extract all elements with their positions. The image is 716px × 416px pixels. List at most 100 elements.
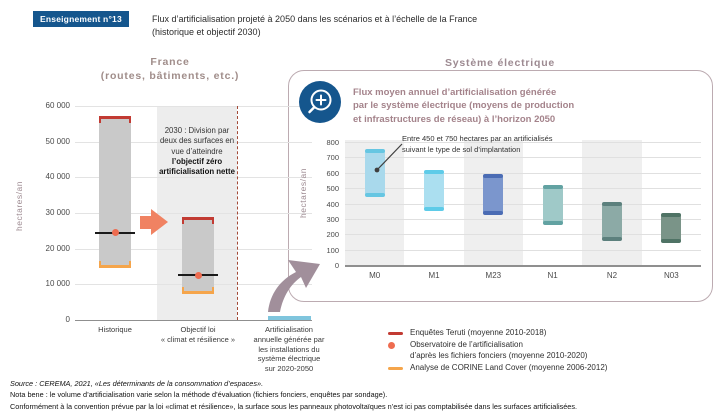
range-cap-bottom-N1	[542, 221, 563, 226]
zan-2030-note-normal: 2030 : Division par deux des surfaces en…	[159, 126, 235, 156]
range-bar-M23	[483, 175, 504, 215]
electric-panel-heading-line1: Flux moyen annuel d’artificialisation gé…	[353, 87, 557, 98]
annotation-pointer-line	[374, 143, 403, 173]
y-gridline-r	[345, 218, 701, 220]
y-gridline-r	[345, 142, 701, 143]
legend-item: Analyse de CORINE Land Cover (moyenne 20…	[388, 363, 710, 373]
y-tick-label-r: 700	[326, 153, 339, 163]
range-cap-bottom-M23	[483, 211, 504, 216]
y-tick-label: 50 000	[45, 136, 70, 146]
range-bar-M1	[424, 171, 444, 210]
range-cap-top-N2	[602, 201, 622, 206]
y-gridline-r	[345, 234, 701, 236]
x-category-label-r: N1	[547, 271, 558, 280]
range-bar-1	[182, 218, 214, 294]
figure-title: Flux d’artificialisation projeté à 2050 …	[152, 13, 652, 39]
france-title-line2: (routes, bâtiments, etc.)	[100, 70, 240, 83]
curved-arrow-icon	[268, 260, 320, 312]
legend-item: Observatoire de l’artificialisation d’ap…	[388, 340, 710, 361]
y-gridline	[75, 177, 312, 179]
y-gridline-r	[345, 172, 701, 174]
y-gridline	[75, 141, 312, 143]
zan-2030-note: 2030 : Division par deux des surfaces en…	[158, 126, 236, 177]
footer-notes: Source : CEREMA, 2021, «Les déterminants…	[10, 378, 712, 412]
y-tick-label-r: 800	[326, 138, 339, 147]
y-gridline-r	[345, 188, 701, 190]
range-cap-bottom-M0	[364, 192, 385, 197]
range-annotation: Entre 450 et 750 hectares par an artific…	[402, 134, 553, 154]
y-gridline-r	[345, 249, 701, 251]
range-bar-N2	[602, 202, 622, 240]
y-tick-label-r: 300	[326, 214, 339, 224]
legend-item-label: Analyse de CORINE Land Cover (moyenne 20…	[410, 363, 608, 373]
electric-panel-heading-line2: par le système électrique (moyens de pro…	[353, 100, 575, 112]
x-category-label: Historique	[98, 325, 132, 334]
range-cap-top-N1	[542, 184, 563, 189]
x-category-label-r: N03	[663, 271, 679, 280]
y-tick-label: 10 000	[45, 279, 70, 289]
electric-system-mini-bar	[268, 316, 311, 320]
y-tick-label: 20 000	[45, 243, 70, 253]
x-axis-line	[75, 320, 312, 321]
observatoire-dot-1	[194, 271, 202, 279]
electric-chart-title: Système électrique	[444, 57, 556, 69]
y-tick-label: 60 000	[45, 101, 70, 110]
observatoire-dot-0	[111, 229, 119, 237]
teruti-bracket-0	[99, 115, 131, 123]
range-cap-bottom-M1	[424, 206, 444, 211]
corine-bracket-0	[99, 260, 131, 268]
legend: Enquêtes Teruti (moyenne 2010-2018) Obser…	[388, 328, 710, 376]
electric-panel-heading-line3: et infrastructures de réseau) à l’horizo…	[353, 113, 556, 125]
x-category-label-r: M23	[485, 271, 502, 280]
figure-title-line1: Flux d’artificialisation projeté à 2050 …	[152, 14, 478, 24]
y-gridline	[75, 213, 312, 214]
nota-bene-note: Nota bene : le volume d’artificialisatio…	[10, 390, 388, 400]
y-tick-label-r: 0	[334, 261, 339, 270]
arrow-right-head	[151, 209, 168, 235]
y-gridline-r	[345, 157, 701, 159]
x-category-label: Objectif loi « climat et résilience »	[160, 325, 236, 344]
range-cap-bottom-N03	[661, 238, 682, 243]
y-tick-label-r: 100	[326, 245, 339, 255]
objective-dashed-line	[237, 106, 238, 320]
legend-item-label: Enquêtes Teruti (moyenne 2010-2018)	[410, 328, 547, 337]
range-bar-M0	[364, 149, 385, 196]
x-category-label: Artificialisation annuelle générée par l…	[253, 325, 325, 373]
range-cap-bottom-N2	[602, 236, 622, 241]
dot-swatch-icon	[388, 340, 404, 361]
range-cap-top-M23	[483, 174, 504, 179]
arrow-right-tail	[140, 216, 151, 229]
y-gridline	[75, 106, 312, 107]
zoom-in-icon	[299, 81, 341, 123]
y-tick-label: 40 000	[45, 172, 70, 182]
x-axis-line-r	[345, 265, 701, 267]
electric-panel-heading: Flux moyen annuel d’artificialisation gé…	[353, 86, 663, 126]
zan-2030-note-bold: l’objectif zéro artificialisation nette	[159, 156, 235, 177]
electric-y-axis-label: hectares/an	[298, 168, 308, 218]
france-chart-title: France (routes, bâtiments, etc.)	[60, 55, 280, 83]
y-tick-label-r: 200	[326, 230, 339, 240]
figure-title-line2: (historique et objectif 2030)	[152, 27, 261, 38]
range-cap-top-M1	[424, 170, 444, 175]
x-category-label-r: M1	[428, 271, 440, 280]
france-y-axis-label: hectares/an	[14, 181, 24, 231]
y-tick-label-r: 500	[326, 184, 339, 194]
arrow-right-icon	[140, 209, 168, 236]
legend-item: Enquêtes Teruti (moyenne 2010-2018)	[388, 328, 710, 338]
range-cap-top-M0	[364, 148, 385, 153]
teruti-bracket-1	[182, 217, 214, 225]
x-category-label-r: N2	[606, 271, 618, 280]
range-bar-N03	[661, 214, 682, 242]
line-swatch-icon	[388, 328, 404, 338]
line-swatch-icon	[388, 363, 404, 373]
convention-note: Conformément à la convention prévue par …	[10, 401, 578, 411]
legend-item-label: Observatoire de l’artificialisation d’ap…	[410, 340, 588, 360]
corine-bracket-1	[182, 287, 214, 295]
france-title-line1: France	[150, 56, 190, 68]
y-tick-label-r: 400	[326, 199, 339, 209]
x-category-label-r: M0	[369, 271, 381, 280]
lesson-badge: Enseignement n°13	[33, 11, 129, 27]
y-gridline-r	[345, 203, 701, 205]
range-cap-top-N03	[661, 213, 682, 218]
